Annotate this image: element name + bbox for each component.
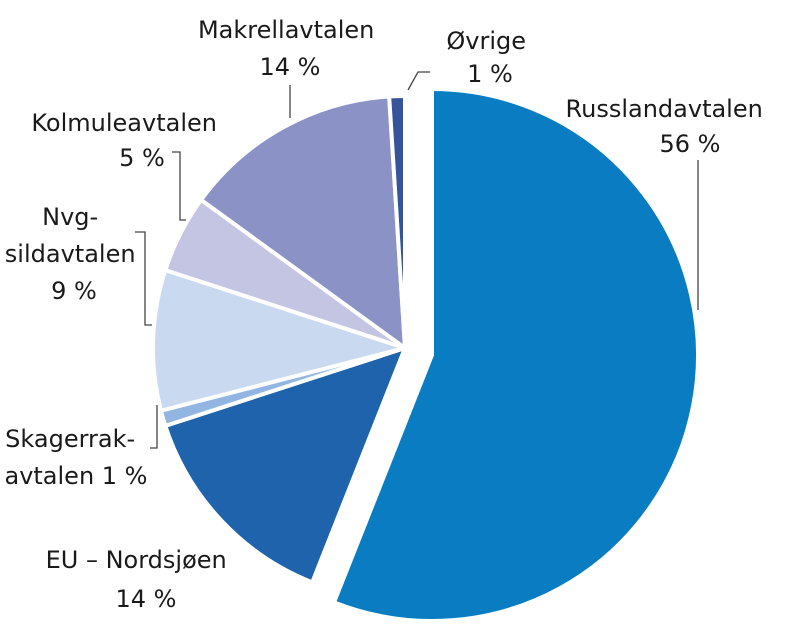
leader-line-kolmule <box>172 151 186 221</box>
label-skagerrak-line2: avtalen 1 % <box>4 462 147 490</box>
leader-lines <box>135 71 699 449</box>
label-kolmule: Kolmuleavtalen 5 % <box>31 109 224 172</box>
slice-makrellavtalen <box>199 94 407 350</box>
label-russland-name: Russlandavtalen <box>566 95 763 123</box>
label-russland: Russlandavtalen 56 % <box>566 95 771 158</box>
leader-line-skagerrak <box>150 405 158 449</box>
label-skagerrak-line1: Skagerrak- <box>5 425 135 453</box>
label-ovrige-value: 1 % <box>467 60 513 88</box>
label-makrell-name: Makrellavtalen <box>198 16 374 44</box>
label-kolmule-name: Kolmuleavtalen <box>31 109 217 137</box>
label-nvg-line2: sildavtalen <box>5 240 136 268</box>
label-makrell-value: 14 % <box>260 53 321 81</box>
slice-russlandavtalen <box>332 87 700 623</box>
label-skagerrak: Skagerrak- avtalen 1 % <box>4 425 147 490</box>
label-eu-value: 14 % <box>116 585 177 613</box>
label-ovrige: Øvrige 1 % <box>446 27 533 88</box>
pie-slices <box>151 87 700 623</box>
label-nvg: Nvg- sildavtalen 9 % <box>5 203 143 305</box>
leader-line-nvg <box>135 231 152 326</box>
label-makrell: Makrellavtalen 14 % <box>198 16 382 81</box>
label-kolmule-value: 5 % <box>119 144 165 172</box>
slice-labels: Russlandavtalen 56 % Makrellavtalen 14 %… <box>4 16 771 613</box>
label-nvg-line1: Nvg- <box>42 203 98 231</box>
slice-nvg-sildavtalen <box>151 268 407 413</box>
slice-øvrige <box>387 94 407 350</box>
leader-line-ovrige <box>407 71 430 91</box>
label-nvg-value: 9 % <box>51 277 97 305</box>
label-russland-value: 56 % <box>660 130 721 158</box>
label-eu: EU – Nordsjøen 14 % <box>46 546 235 613</box>
label-eu-name: EU – Nordsjøen <box>46 546 227 574</box>
label-ovrige-name: Øvrige <box>446 27 526 55</box>
